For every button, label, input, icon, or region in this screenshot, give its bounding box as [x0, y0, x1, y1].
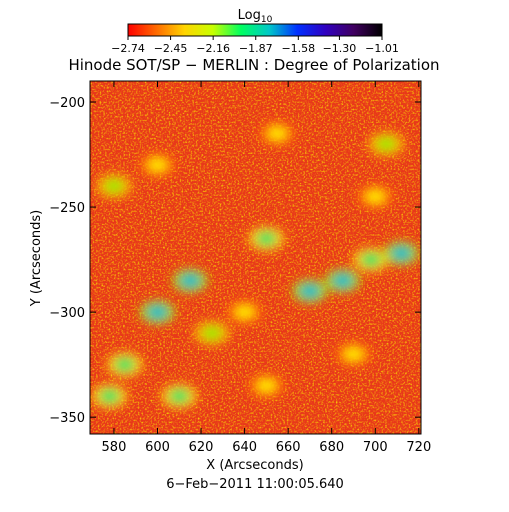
- colorbar-label-subscript: 10: [261, 15, 273, 25]
- colorbar-tick-label: −1.58: [281, 42, 315, 55]
- feature-core: [343, 347, 364, 362]
- feature-core: [299, 284, 320, 299]
- y-axis-ticks: −350 −300 −250 −200: [49, 96, 421, 426]
- colorbar-tick-label: −1.01: [365, 42, 399, 55]
- feature-core: [391, 246, 412, 261]
- feature-core: [360, 252, 381, 267]
- timestamp: 6−Feb−2011 11:00:05.640: [166, 477, 344, 492]
- colorbar: Log10 −2.74 −2.45 −2.16 −1.87 −1.58 −1.30 −1.0…: [111, 8, 399, 55]
- feature-core: [256, 231, 277, 246]
- colorbar-ticks: −2.74 −2.45 −2.16 −1.87 −1.58 −1.30 −1.01: [111, 36, 399, 55]
- feature-core: [103, 179, 124, 194]
- x-axis-label: X (Arcseconds): [206, 458, 303, 473]
- feature-core: [234, 305, 255, 320]
- x-tick-label: 660: [276, 440, 301, 455]
- feature-core: [169, 389, 190, 404]
- feature-core: [114, 357, 135, 372]
- y-tick-label: −350: [49, 411, 85, 426]
- colorbar-tick-label: −1.30: [323, 42, 357, 55]
- feature-core: [99, 389, 120, 404]
- feature-core: [180, 273, 201, 288]
- y-axis-label: Y (Arcseconds): [29, 210, 44, 307]
- heatmap-area: [90, 81, 421, 434]
- x-tick-label: 700: [363, 440, 388, 455]
- feature-core: [201, 326, 222, 341]
- chart-title: Hinode SOT/SP − MERLIN : Degree of Polar…: [68, 56, 439, 74]
- feature-core: [256, 378, 277, 393]
- axes: [89, 80, 422, 435]
- x-tick-label: 620: [189, 440, 214, 455]
- x-tick-label: 580: [102, 440, 127, 455]
- feature-core: [332, 273, 353, 288]
- y-tick-label: −250: [49, 201, 85, 216]
- heatmap-features: [91, 121, 420, 409]
- colorbar-gradient: [127, 23, 383, 37]
- colorbar-tick-label: −2.16: [196, 42, 230, 55]
- colorbar-tick-label: −2.45: [154, 42, 188, 55]
- colorbar-label-base: Log: [238, 8, 261, 23]
- feature-core: [365, 189, 386, 204]
- feature-core: [147, 158, 168, 173]
- colorbar-label: Log10: [238, 8, 273, 25]
- plot-frame: [89, 80, 422, 435]
- feature-core: [267, 126, 288, 141]
- x-tick-label: 680: [319, 440, 344, 455]
- colorbar-tick-label: −1.87: [239, 42, 273, 55]
- x-tick-label: 640: [232, 440, 257, 455]
- x-tick-label: 720: [406, 440, 431, 455]
- x-axis-ticks: 580 600 620 640 660 680 700 720: [102, 81, 431, 455]
- y-tick-label: −200: [49, 96, 85, 111]
- colorbar-tick-label: −2.74: [111, 42, 145, 55]
- feature-core: [147, 305, 168, 320]
- feature-core: [376, 137, 397, 152]
- x-tick-label: 600: [145, 440, 170, 455]
- y-tick-label: −300: [49, 306, 85, 321]
